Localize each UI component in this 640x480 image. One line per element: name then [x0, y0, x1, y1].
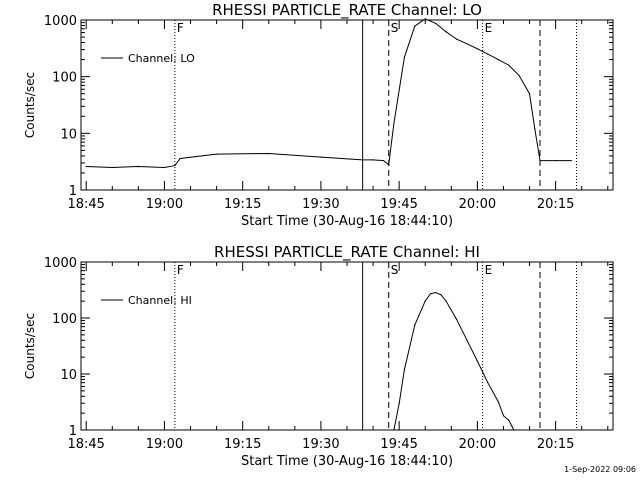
- panel-1-event-marker-label: S: [391, 21, 399, 35]
- panel-2-data-point: [424, 300, 426, 302]
- panel-1-data-point: [111, 166, 113, 169]
- panel-1-event-marker-label: E: [485, 21, 493, 35]
- panel-2-x-tick-label: 19:15: [224, 437, 261, 452]
- panel-1-data-point: [320, 156, 322, 158]
- panel-2-x-tick-label: 20:15: [537, 437, 574, 452]
- panel-1-data-point: [179, 157, 181, 160]
- panel-2-x-axis-label: Start Time (30-Aug-16 18:44:10): [241, 454, 453, 469]
- panel-2-data-point: [466, 339, 468, 341]
- panel-2-x-tick-label: 18:45: [67, 437, 104, 452]
- panel-1-data-point: [372, 159, 374, 161]
- panel-1-data-point: [403, 56, 405, 58]
- panel-2-y-tick-label: 1000: [44, 256, 77, 271]
- panel-2-data-point: [487, 382, 489, 384]
- panel-1-x-axis-label: Start Time (30-Aug-16 18:44:10): [241, 214, 453, 229]
- panel-1-data-point: [445, 31, 447, 33]
- panel-1-x-tick-label: 18:45: [67, 197, 104, 212]
- panel-1-x-tick-label: 19:15: [224, 197, 261, 212]
- panel-1-data-point: [518, 74, 520, 77]
- panel-2-event-marker-label: E: [485, 263, 493, 277]
- panel-1-data-point: [388, 164, 390, 166]
- panel-1-data-point: [414, 25, 416, 27]
- panel-1-data-point: [393, 122, 395, 124]
- panel-1-y-tick-label: 1: [69, 184, 77, 199]
- panel-2-data-point: [476, 360, 478, 362]
- panel-1-x-tick-label: 19:45: [380, 197, 417, 212]
- panel-1-x-tick-label: 20:00: [459, 197, 496, 212]
- panel-2-x-tick-label: 19:00: [146, 437, 183, 452]
- panel-1-data-point: [174, 164, 176, 167]
- panel-2-data-point: [513, 429, 515, 431]
- panel-1-y-tick-label: 100: [52, 71, 77, 86]
- panel-2-y-tick-label: 1: [69, 424, 77, 439]
- panel-1-data-point: [570, 160, 572, 162]
- panel-1-chart-title: RHESSI PARTICLE_RATE Channel: LO: [212, 1, 482, 20]
- panel-1-x-tick-label: 19:30: [302, 197, 339, 212]
- panel-2-x-tick-label: 19:30: [302, 437, 339, 452]
- panel-1-x-tick-label: 20:15: [537, 197, 574, 212]
- panel-2-data-point: [440, 294, 442, 296]
- footer-timestamp: 1-Sep-2022 09:06: [564, 465, 636, 474]
- panel-2-chart-title: RHESSI PARTICLE_RATE Channel: HI: [214, 243, 480, 262]
- panel-2-data-point: [393, 429, 395, 431]
- panel-1-data-point: [455, 38, 458, 40]
- panel-2-y-tick-label: 10: [60, 368, 77, 383]
- panel-1-y-tick-label: 10: [60, 127, 77, 142]
- panel-1-data-point: [528, 93, 531, 95]
- panel-1-y-axis-label: Counts/sec: [23, 72, 37, 138]
- panel-2-data-point: [455, 318, 458, 320]
- panel-1-plot-frame: [80, 19, 614, 191]
- panel-1-data-point: [466, 43, 468, 45]
- panel-2-x-tick-label: 19:45: [380, 437, 417, 452]
- panel-1-legend-entry: Channel: LO: [128, 52, 195, 65]
- panel-2-event-marker-label: S: [391, 263, 399, 277]
- panel-2-data-point: [398, 402, 400, 404]
- panel-1-event-marker-label: F: [177, 21, 184, 35]
- panel-1-data-point: [476, 48, 478, 50]
- panel-2-data-point: [414, 324, 416, 326]
- panel-1-x-tick-label: 19:00: [146, 197, 183, 212]
- panel-2-data-point: [502, 415, 505, 417]
- panel-1-data-point: [487, 53, 489, 55]
- panel-2-data-point: [435, 291, 437, 294]
- panel-2-y-tick-label: 100: [52, 312, 77, 327]
- panel-1-data-point: [268, 152, 270, 155]
- panel-2-data-point: [445, 300, 447, 302]
- panel-1-y-tick-label: 1000: [44, 14, 77, 29]
- panel-1-data-point: [85, 165, 87, 168]
- panel-2-y-axis-label: Counts/sec: [23, 313, 37, 379]
- panel-2-data-point: [497, 401, 499, 403]
- panel-1-data-point: [362, 159, 364, 161]
- panel-2-x-tick-label: 20:00: [459, 437, 496, 452]
- panel-2-data-point: [429, 293, 432, 295]
- panel-2-data-point: [508, 419, 510, 421]
- panel-2-legend-entry: Channel: HI: [128, 294, 192, 307]
- panel-1-data-point: [216, 153, 218, 155]
- panel-2-series-line: [393, 291, 515, 431]
- panel-1-data-point: [555, 160, 557, 162]
- panel-1-data-point: [539, 160, 541, 162]
- panel-1-data-point: [508, 64, 510, 66]
- panel-1-data-point: [163, 166, 166, 169]
- panel-1-data-point: [534, 128, 536, 130]
- panel-1-data-point: [497, 59, 499, 61]
- panel-2-data-point: [403, 368, 405, 371]
- panel-1-data-point: [137, 165, 139, 168]
- panel-1-data-point: [424, 18, 426, 20]
- panel-1-data-point: [435, 22, 437, 25]
- panel-2-plot-frame: [80, 261, 614, 431]
- panel-2-event-marker-label: F: [177, 263, 184, 277]
- panel-1-series-line: [86, 18, 572, 169]
- panel-1-data-point: [382, 160, 385, 162]
